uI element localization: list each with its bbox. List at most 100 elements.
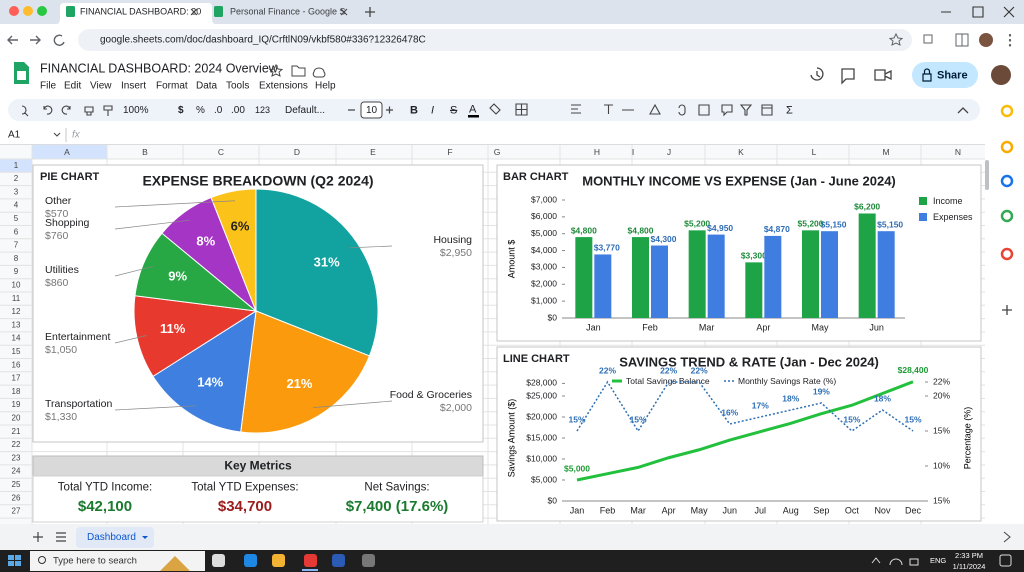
row-header[interactable]: 6	[14, 227, 19, 236]
toolbar-icons-2[interactable]	[489, 103, 773, 117]
row-header[interactable]: 13	[12, 320, 21, 329]
share-label[interactable]: Share	[937, 69, 968, 81]
row-header[interactable]: 3	[14, 187, 19, 196]
italic[interactable]: I	[431, 104, 434, 116]
menu-item[interactable]: View	[90, 81, 112, 92]
title-icons[interactable]	[268, 63, 326, 78]
row-header[interactable]: 27	[12, 507, 21, 516]
tab-title[interactable]: Personal Finance - Google S	[230, 6, 346, 16]
column-header[interactable]: E	[370, 147, 376, 157]
doc-title[interactable]: FINANCIAL DASHBOARD: 2024 Overview	[40, 61, 279, 75]
column-header[interactable]: N	[955, 147, 961, 157]
column-header[interactable]: K	[738, 147, 744, 157]
row-header[interactable]: 21	[12, 427, 21, 436]
row-header[interactable]: 25	[12, 480, 21, 489]
taskbar-app[interactable]	[212, 554, 225, 567]
side-app[interactable]	[1000, 209, 1014, 223]
row-header[interactable]: 11	[12, 294, 21, 303]
omnibox[interactable]	[78, 29, 912, 51]
nav-buttons[interactable]	[7, 34, 65, 46]
column-header[interactable]: F	[447, 147, 452, 157]
column-header[interactable]: G	[494, 147, 501, 157]
decrease-decimal[interactable]: .0	[214, 105, 223, 116]
avatar[interactable]	[979, 33, 993, 47]
row-header[interactable]: 22	[12, 440, 21, 449]
menu-item[interactable]: Extensions	[259, 81, 308, 92]
row-header[interactable]: 19	[12, 400, 21, 409]
column-header[interactable]: B	[142, 147, 148, 157]
notification[interactable]	[999, 554, 1012, 567]
search-placeholder[interactable]: Type here to search	[53, 556, 137, 567]
row-header[interactable]: 1	[14, 161, 19, 170]
add-sheet[interactable]	[33, 532, 66, 542]
tab-title[interactable]: FINANCIAL DASHBOARD: 20	[80, 6, 201, 16]
collapse[interactable]	[957, 107, 969, 114]
menu-item[interactable]: Insert	[121, 81, 146, 92]
row-header[interactable]: 24	[12, 467, 21, 476]
row-header[interactable]: 5	[14, 214, 19, 223]
tray-icons[interactable]	[871, 557, 919, 566]
taskbar-app[interactable]	[304, 554, 317, 567]
column-header[interactable]: M	[882, 147, 889, 157]
header-icons[interactable]	[810, 67, 892, 85]
row-header[interactable]: 4	[14, 201, 19, 210]
column-header[interactable]: C	[218, 147, 224, 157]
row-header[interactable]: 10	[12, 280, 21, 289]
row-header[interactable]: 15	[12, 347, 21, 356]
menu-item[interactable]: Data	[196, 81, 218, 92]
window-controls[interactable]	[941, 6, 1015, 18]
column-header[interactable]: A	[64, 147, 70, 157]
font-family[interactable]: Default...	[285, 105, 325, 116]
extensions[interactable]	[923, 33, 969, 47]
column-header[interactable]: I	[632, 147, 634, 157]
text-color[interactable]: A	[469, 103, 477, 115]
menu-item[interactable]: Tools	[226, 81, 249, 92]
font-size[interactable]: 10	[366, 105, 378, 116]
search-box[interactable]	[30, 551, 205, 571]
tab-close[interactable]	[190, 8, 198, 16]
row-header[interactable]: 16	[12, 360, 21, 369]
row-header[interactable]: 9	[14, 267, 19, 276]
format-currency[interactable]: $	[178, 105, 184, 116]
zoom[interactable]: 100%	[123, 105, 149, 116]
side-app[interactable]	[1000, 140, 1014, 154]
bold[interactable]: B	[410, 104, 418, 116]
menu-item[interactable]: Help	[315, 81, 336, 92]
row-header[interactable]: 17	[12, 374, 21, 383]
column-header[interactable]: D	[294, 147, 300, 157]
explore[interactable]	[1003, 531, 1011, 543]
avatar[interactable]	[991, 65, 1011, 85]
font-size-box[interactable]	[360, 101, 383, 119]
row-header[interactable]: 14	[12, 334, 21, 343]
menu-item[interactable]: File	[40, 81, 57, 92]
font-size-minus[interactable]	[348, 106, 393, 114]
toolbar-icons[interactable]	[21, 105, 113, 117]
start-button[interactable]	[8, 555, 21, 566]
row-header[interactable]: 20	[12, 413, 21, 422]
side-add[interactable]	[1002, 305, 1012, 315]
column-header[interactable]: J	[667, 147, 671, 157]
column-header[interactable]: H	[594, 147, 600, 157]
row-header[interactable]: 8	[14, 254, 19, 263]
taskbar-app[interactable]	[362, 554, 375, 567]
sum[interactable]: Σ	[786, 104, 793, 116]
row-header[interactable]: 23	[12, 453, 21, 462]
taskbar-app[interactable]	[244, 554, 257, 567]
sheet-tab[interactable]	[76, 527, 154, 548]
column-header[interactable]: L	[812, 147, 817, 157]
taskbar-app[interactable]	[332, 554, 345, 567]
row-header[interactable]: 12	[12, 307, 21, 316]
strikethrough[interactable]: S	[450, 104, 457, 116]
new-tab[interactable]	[365, 7, 375, 17]
side-app[interactable]	[1000, 104, 1014, 118]
name-box[interactable]: A1	[8, 130, 21, 141]
increase-decimal[interactable]: .00	[231, 105, 245, 116]
side-app[interactable]	[1000, 247, 1014, 261]
row-header[interactable]: 2	[14, 174, 19, 183]
row-header[interactable]: 7	[14, 241, 19, 250]
tab-close[interactable]	[340, 8, 348, 16]
menu-item[interactable]: Edit	[64, 81, 81, 92]
more-formats[interactable]: 123	[255, 105, 270, 115]
taskbar-app[interactable]	[272, 554, 285, 567]
menu-item[interactable]: Format	[156, 81, 188, 92]
